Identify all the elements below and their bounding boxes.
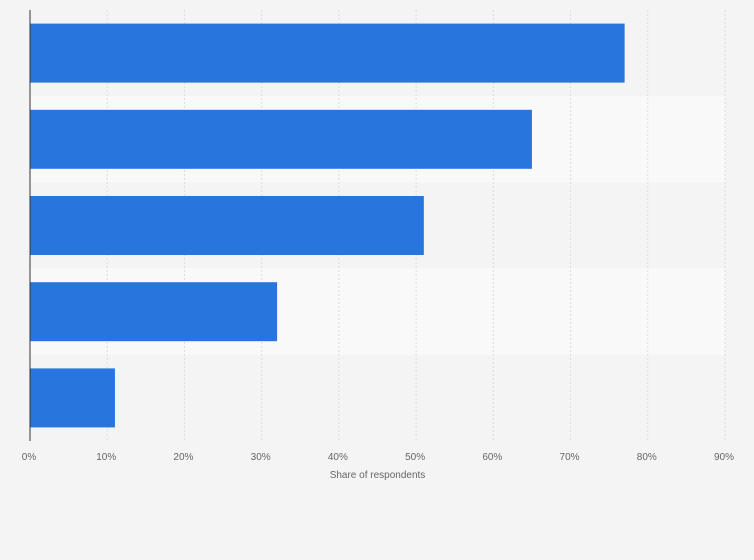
bar (30, 196, 424, 255)
x-tick-label: 50% (405, 452, 425, 463)
bar (30, 23, 625, 83)
x-tick-label: 90% (714, 452, 734, 463)
x-tick-label: 70% (560, 452, 580, 463)
x-tick-label: 10% (96, 452, 116, 463)
x-tick-label: 20% (173, 452, 193, 463)
x-tick-label: 60% (482, 452, 502, 463)
bars (30, 23, 625, 428)
bar (30, 368, 115, 428)
row-band (30, 354, 725, 441)
bar (30, 109, 532, 169)
x-tick-label: 0% (22, 452, 37, 463)
x-axis-title: Share of respondents (330, 470, 426, 481)
bar (30, 282, 278, 342)
x-tick-label: 40% (328, 452, 348, 463)
x-tick-label: 30% (251, 452, 271, 463)
x-tick-label: 80% (637, 452, 657, 463)
x-tick-labels: 0% 10% 20% 30% 40% 50% 60% 70% 80% 90% (22, 452, 734, 463)
